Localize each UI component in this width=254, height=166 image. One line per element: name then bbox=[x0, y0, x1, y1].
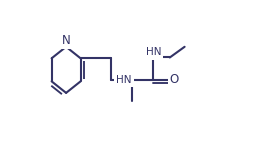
Text: HN: HN bbox=[146, 47, 161, 57]
Text: O: O bbox=[170, 73, 179, 86]
Text: N: N bbox=[62, 34, 70, 47]
Text: HN: HN bbox=[116, 75, 132, 85]
